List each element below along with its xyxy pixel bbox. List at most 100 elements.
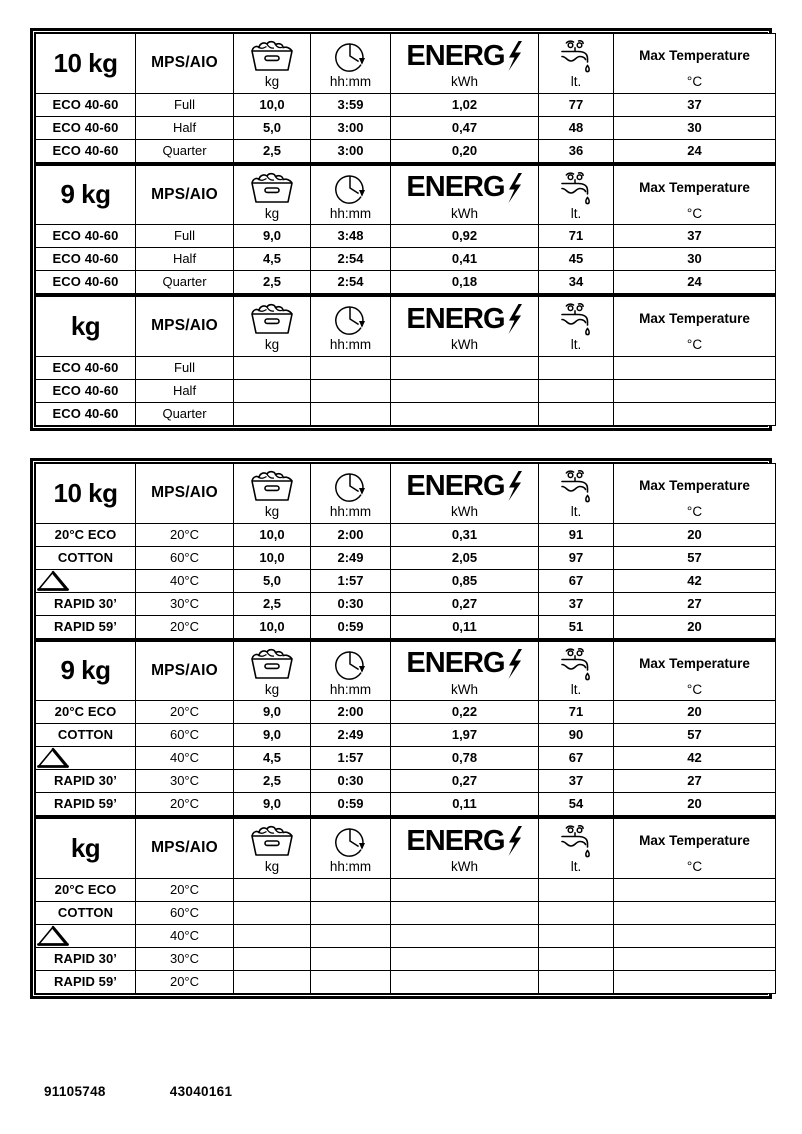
- duration-cell: [310, 969, 391, 994]
- load-value: 5,0: [262, 119, 282, 135]
- program-label: ECO 40-60: [52, 251, 119, 266]
- lightning-bolt-icon: [508, 41, 522, 71]
- unit-energy: kWh: [451, 681, 478, 697]
- temperature-value: 37: [687, 228, 702, 243]
- duration-cell: 0:59: [310, 614, 391, 639]
- clock-icon-wrap: [312, 37, 390, 75]
- unit-kg: kg: [264, 859, 280, 874]
- water-cell: [538, 401, 614, 426]
- energy-logo: ENERG: [392, 645, 538, 683]
- setting-label: Full: [174, 228, 195, 243]
- water-value: 71: [568, 228, 584, 243]
- setting-cell: Half: [135, 247, 234, 271]
- energy-header-cell: ENERG kWh: [390, 295, 539, 357]
- program-label: RAPID 59’: [53, 796, 118, 811]
- temperature-value: 27: [687, 773, 702, 788]
- capacity-cell: 10 kg: [35, 463, 136, 524]
- energy-value: 0,27: [451, 773, 478, 788]
- energy-value: 0,11: [452, 796, 477, 811]
- load-header-cell: kg: [233, 33, 311, 94]
- program-label: ECO 40-60: [52, 142, 119, 158]
- duration-cell: 0:59: [310, 792, 391, 816]
- temperature-value: 42: [687, 572, 702, 588]
- footer: 91105748 43040161: [44, 1084, 232, 1099]
- unit-temp: °C: [686, 681, 703, 697]
- mps-aio-label: MPS/AIO: [151, 661, 218, 679]
- tap-icon-wrap: [540, 822, 613, 860]
- setting-label: Quarter: [162, 274, 207, 289]
- table-group-inner: 10 kg MPS/AIO kg hh:mm ENERG kWh lt. Max Temper…: [34, 462, 776, 995]
- program-cell-delicates: [35, 746, 136, 770]
- energy-header-cell: ENERG kWh: [390, 463, 539, 524]
- energy-logo: ENERG: [392, 37, 538, 75]
- delicates-triangle-icon: [37, 747, 69, 768]
- setting-label: 40°C: [169, 927, 200, 943]
- setting-cell: 30°C: [135, 769, 234, 793]
- table-group-inner: 10 kg MPS/AIO kg hh:mm ENERG kWh lt. Max Temper…: [34, 32, 776, 427]
- energy-cell: 0,11: [390, 614, 539, 639]
- setting-label: 20°C: [169, 796, 200, 811]
- setting-label: Full: [174, 359, 195, 375]
- load-cell: 5,0: [233, 115, 311, 140]
- table-row: 40°C 5,0 1:57 0,85 67 42: [35, 568, 776, 593]
- setting-cell: 30°C: [135, 591, 234, 616]
- setting-cell: 20°C: [135, 877, 234, 902]
- program-cell: 20°C ECO: [35, 877, 136, 902]
- duration-cell: 3:00: [310, 138, 391, 163]
- program-cell: ECO 40-60: [35, 270, 136, 294]
- program-cell: ECO 40-60: [35, 138, 136, 163]
- temperature-cell: 42: [613, 568, 776, 593]
- setting-label: 20°C: [169, 526, 200, 542]
- spec-table: 9 kg MPS/AIO kg hh:mm ENERG kWh lt. Max Tempera…: [35, 638, 776, 816]
- table-row: 20°C ECO 20°C 9,0 2:00 0,22 71 20: [35, 700, 776, 724]
- program-cell-delicates: [35, 568, 136, 593]
- lightning-bolt-icon: [508, 648, 522, 679]
- water-header-cell: lt.: [538, 817, 614, 879]
- unit-energy: kWh: [451, 337, 478, 352]
- temperature-cell: 42: [613, 746, 776, 770]
- energy-value: 0,31: [451, 526, 478, 542]
- setting-label: 60°C: [169, 904, 200, 920]
- duration-value: 3:00: [337, 119, 364, 135]
- program-cell: RAPID 30’: [35, 946, 136, 971]
- water-cell: [538, 877, 614, 902]
- temperature-cell: [613, 900, 776, 925]
- unit-water: lt.: [570, 205, 582, 221]
- duration-value: 2:49: [337, 549, 364, 565]
- capacity-label: 10 kg: [53, 477, 119, 508]
- program-label: ECO 40-60: [52, 405, 119, 421]
- lightning-bolt-icon: [508, 826, 522, 856]
- unit-energy: kWh: [451, 205, 478, 221]
- program-label: RAPID 59’: [53, 973, 118, 989]
- energy-wordmark: ENERG: [406, 824, 505, 857]
- setting-cell: 60°C: [135, 545, 234, 570]
- clock-icon-wrap: [312, 169, 390, 207]
- lightning-bolt-icon: [508, 172, 522, 203]
- setting-cell: 20°C: [135, 614, 234, 639]
- water-value: 37: [568, 595, 584, 611]
- load-value: 9,0: [262, 704, 282, 719]
- mps-aio-cell: MPS/AIO: [135, 33, 234, 94]
- mps-aio-label: MPS/AIO: [151, 54, 218, 72]
- table-row: COTTON 60°C 10,0 2:49 2,05 97 57: [35, 545, 776, 570]
- mps-aio-cell: MPS/AIO: [135, 817, 234, 879]
- temperature-value: 20: [687, 618, 702, 634]
- load-cell: 2,5: [233, 138, 311, 163]
- water-tap-icon: [561, 171, 590, 204]
- table-row: RAPID 30’ 30°C 2,5 0:30 0,27 37 27: [35, 769, 776, 793]
- duration-value: 2:00: [337, 526, 364, 542]
- unit-time: hh:mm: [329, 504, 372, 519]
- energy-header-cell: ENERG kWh: [390, 639, 539, 701]
- energy-cell: [390, 900, 539, 925]
- energy-cell: 0,22: [390, 700, 539, 724]
- energy-cell: 1,97: [390, 723, 539, 747]
- energy-value: 0,92: [451, 228, 478, 243]
- setting-label: 20°C: [169, 973, 200, 989]
- basket-icon-wrap: [235, 822, 310, 860]
- max-temperature-label: Max Temperature: [639, 48, 750, 64]
- max-temperature-label: Max Temperature: [639, 179, 750, 195]
- temperature-value: 57: [687, 727, 702, 742]
- capacity-cell: kg: [35, 817, 136, 879]
- setting-cell: 20°C: [135, 969, 234, 994]
- duration-cell: [310, 877, 391, 902]
